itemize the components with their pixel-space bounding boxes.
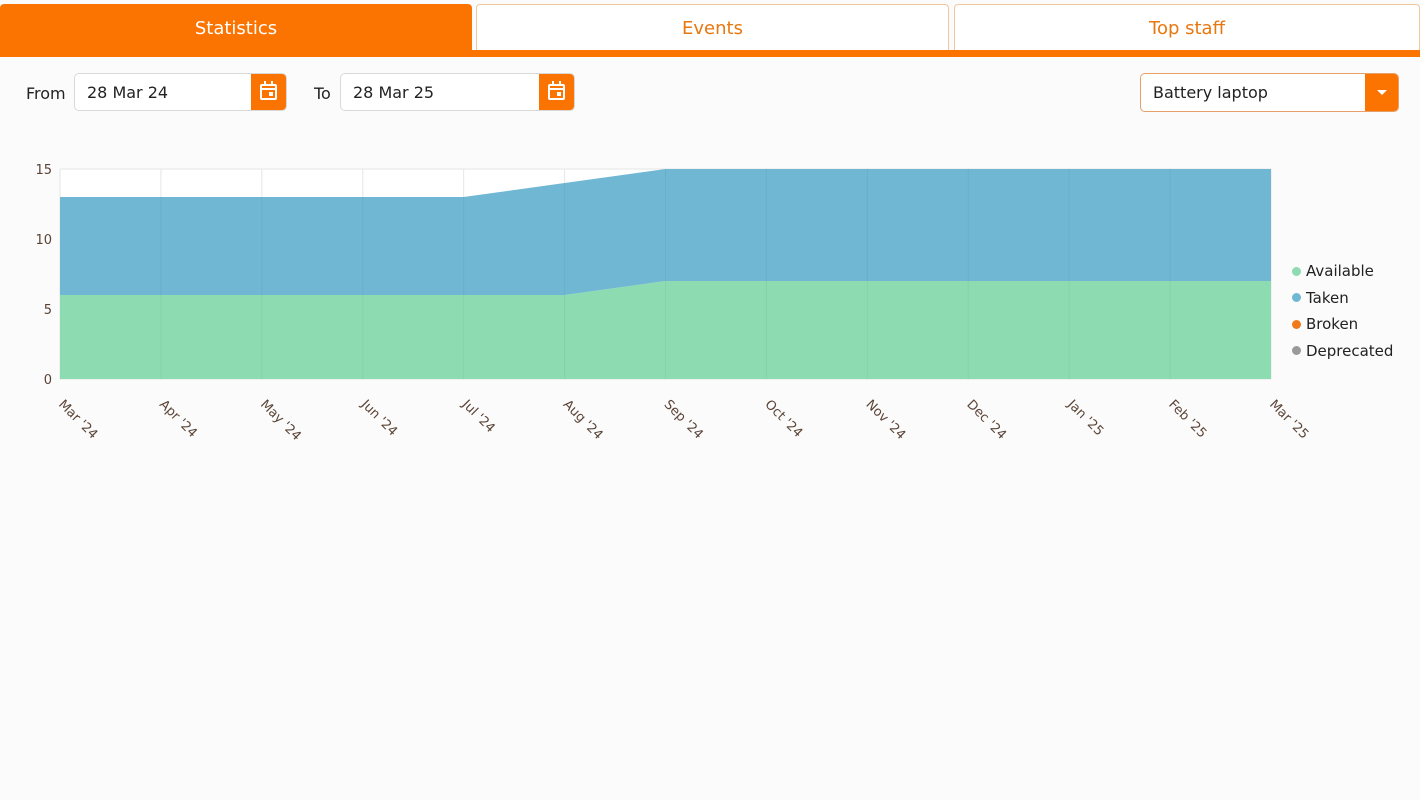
x-tick-label: Dec '24	[963, 397, 1009, 443]
tab-top-staff-label: Top staff	[1149, 18, 1225, 39]
item-select-value: Battery laptop	[1153, 83, 1268, 102]
tab-bar: Statistics Events Top staff	[0, 0, 1420, 57]
legend-dot-icon	[1292, 266, 1301, 276]
calendar-icon	[260, 81, 277, 100]
tab-events-label: Events	[682, 18, 743, 39]
x-tick-label: Oct '24	[762, 397, 806, 441]
to-calendar-button[interactable]	[539, 74, 574, 110]
calendar-icon	[548, 81, 565, 100]
to-label: To	[314, 84, 331, 103]
tab-events[interactable]: Events	[476, 4, 949, 52]
from-label: From	[26, 84, 66, 103]
chevron-down-icon	[1376, 90, 1387, 95]
x-tick-label: Sep '24	[661, 397, 706, 442]
item-select[interactable]: Battery laptop	[1140, 73, 1399, 112]
x-tick-label: Jan '25	[1064, 397, 1107, 440]
stacked-area-chart: 0 5 10 15 Mar '24 Apr '24 May '24 Jun '24 Jul '2…	[35, 163, 1311, 444]
item-select-dropdown-button[interactable]	[1365, 74, 1398, 111]
x-tick-label: Apr '24	[156, 397, 200, 441]
y-tick-label: 5	[44, 303, 52, 318]
x-tick-label: Mar '25	[1266, 397, 1311, 442]
x-tick-label: Feb '25	[1165, 397, 1209, 441]
legend-dot-icon	[1292, 319, 1301, 329]
legend-item[interactable]: Deprecated	[1292, 338, 1393, 365]
from-date-field[interactable]: 28 Mar 24	[74, 73, 287, 111]
tab-underline	[0, 50, 1420, 57]
x-tick-label: Jul '24	[458, 397, 498, 437]
area-available	[60, 281, 1271, 379]
y-tick-label: 0	[44, 373, 52, 388]
tab-top-staff[interactable]: Top staff	[954, 4, 1420, 52]
to-date-field[interactable]: 28 Mar 25	[340, 73, 575, 111]
x-tick-label: Nov '24	[863, 397, 909, 443]
from-date-value[interactable]: 28 Mar 24	[87, 82, 169, 102]
legend-dot-icon	[1292, 346, 1301, 356]
legend-dot-icon	[1292, 293, 1301, 303]
x-tick-label: Aug '24	[560, 397, 606, 443]
x-tick-label: Jun '24	[357, 397, 400, 440]
to-date-value[interactable]: 28 Mar 25	[353, 82, 435, 102]
legend-label: Taken	[1306, 288, 1349, 307]
tab-statistics[interactable]: Statistics	[0, 4, 472, 52]
y-tick-label: 15	[35, 163, 52, 178]
from-calendar-button[interactable]	[251, 74, 286, 110]
legend-item[interactable]: Available	[1292, 258, 1393, 285]
legend-item[interactable]: Broken	[1292, 311, 1393, 338]
legend-label: Available	[1306, 262, 1374, 281]
legend-label: Deprecated	[1306, 341, 1394, 360]
area-taken	[60, 169, 1271, 295]
x-tick-label: Mar '24	[55, 397, 100, 442]
y-tick-label: 10	[35, 233, 52, 248]
chart-legend: Available Taken Broken Deprecated	[1292, 258, 1393, 364]
legend-label: Broken	[1306, 315, 1359, 334]
tab-statistics-label: Statistics	[194, 17, 278, 39]
x-tick-label: May '24	[257, 397, 304, 444]
legend-item[interactable]: Taken	[1292, 285, 1393, 312]
